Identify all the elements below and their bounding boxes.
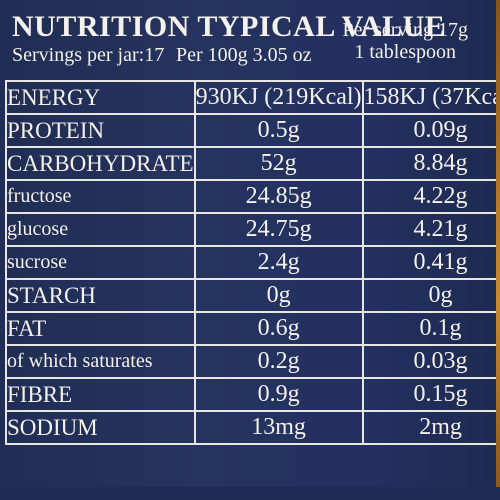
value-per-serving: 0.15g	[361, 377, 500, 412]
nutrient-name: STARCH	[5, 278, 196, 313]
value-per-serving: 4.22g	[361, 179, 500, 214]
nutrient-row: CARBOHYDRATE 52g 8.84g	[5, 146, 500, 181]
label-bottom-edge	[0, 487, 500, 500]
value-per-100g: 52g	[193, 146, 364, 181]
nutrient-row: glucose 24.75g 4.21g	[5, 212, 500, 247]
per-serving-heading: Per serving 17g	[342, 19, 468, 41]
serving-size-heading: 1 tablespoon	[354, 41, 456, 63]
value-per-serving: 8.84g	[361, 146, 500, 181]
nutrient-name: FIBRE	[5, 377, 196, 412]
nutrient-name: FAT	[5, 311, 196, 346]
value-per-serving: 0g	[361, 278, 500, 313]
value-per-100g: 0.6g	[193, 311, 364, 346]
nutrient-name: glucose	[5, 212, 196, 247]
jar-edge	[496, 0, 500, 500]
nutrient-name: PROTEIN	[5, 113, 196, 148]
nutrient-row: fructose 24.85g 4.22g	[5, 179, 500, 214]
nutrient-row: SODIUM 13mg 2mg	[5, 410, 500, 445]
nutrient-row: FIBRE 0.9g 0.15g	[5, 377, 500, 412]
nutrient-name: SODIUM	[5, 410, 196, 445]
value-per-serving: 2mg	[361, 410, 500, 445]
value-per-100g: 24.75g	[193, 212, 364, 247]
value-per-serving: 0.03g	[361, 344, 500, 379]
value-per-100g: 0.5g	[193, 113, 364, 148]
value-per-serving: 0.1g	[361, 311, 500, 346]
value-per-serving: 0.41g	[361, 245, 500, 280]
nutrition-header: NUTRITION TYPICAL VALUE Servings per jar…	[0, 0, 500, 82]
nutrient-name: of which saturates	[5, 344, 196, 379]
value-per-100g: 0.2g	[193, 344, 364, 379]
per-100g-heading: Per 100g 3.05 oz	[176, 44, 312, 66]
nutrient-name: CARBOHYDRATE	[5, 146, 196, 181]
nutrient-row: FAT 0.6g 0.1g	[5, 311, 500, 346]
nutrition-title: NUTRITION TYPICAL VALUE	[12, 10, 446, 43]
value-per-100g: 2.4g	[193, 245, 364, 280]
value-per-100g: 24.85g	[193, 179, 364, 214]
nutrient-name: sucrose	[5, 245, 196, 280]
value-per-100g: 0g	[193, 278, 364, 313]
nutrient-name: fructose	[5, 179, 196, 214]
nutrient-name: ENERGY	[5, 80, 196, 115]
value-per-100g: 13mg	[193, 410, 364, 445]
nutrient-row: STARCH 0g 0g	[5, 278, 500, 313]
value-per-serving: 0.09g	[361, 113, 500, 148]
value-per-serving: 158KJ (37Kcal)	[361, 80, 500, 115]
servings-per-jar: Servings per jar:17	[12, 44, 165, 66]
nutrient-row: sucrose 2.4g 0.41g	[5, 245, 500, 280]
value-per-100g: 0.9g	[193, 377, 364, 412]
nutrient-row: of which saturates 0.2g 0.03g	[5, 344, 500, 379]
nutrient-row: PROTEIN 0.5g 0.09g	[5, 113, 500, 148]
value-per-100g: 930KJ (219Kcal)	[193, 80, 364, 115]
value-per-serving: 4.21g	[361, 212, 500, 247]
